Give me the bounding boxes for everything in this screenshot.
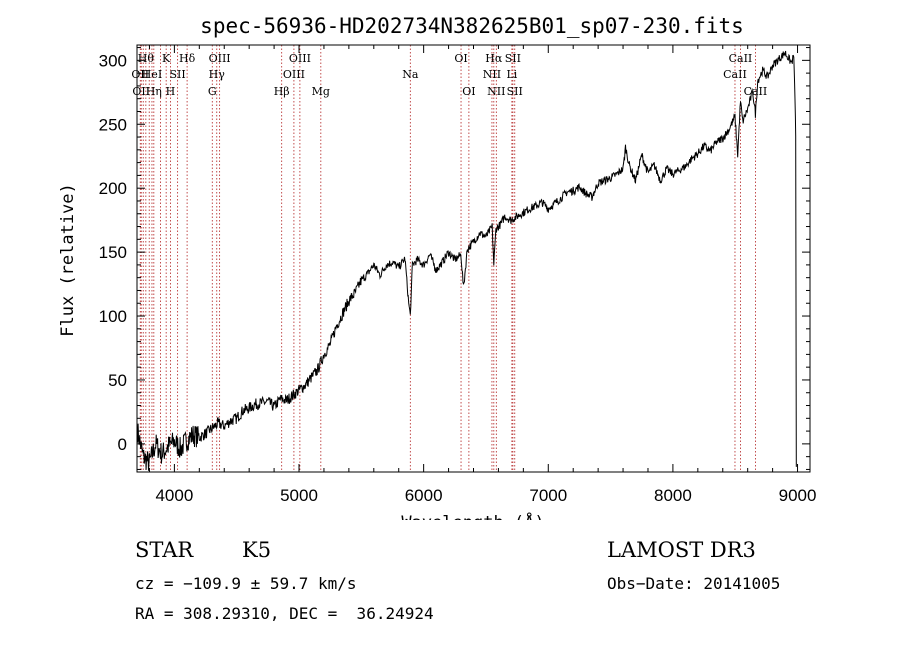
y-tick-label: 250 [99,115,127,134]
line-label: OIII [209,52,231,65]
x-axis-ticks: 4000 5000 6000 7000 8000 9000 [148,45,817,505]
object-type: STAR [135,538,194,562]
chart-title: spec-56936-HD202734N382625B01_sp07-230.f… [200,14,744,38]
x-tick-label: 9000 [779,486,817,505]
line-label: SII [170,68,186,81]
y-tick-label: 150 [99,243,127,262]
line-label: Hβ [274,85,290,98]
line-label: OI [462,85,475,98]
observation-date: Obs−Date: 20141005 [607,574,781,593]
line-label: NII [487,85,505,98]
line-label: OIII [283,68,305,81]
line-label: Na [402,68,419,81]
line-label: OIII [289,52,311,65]
line-label: CaII [723,68,747,81]
line-label: Hα [485,52,503,65]
x-tick-label: 7000 [529,486,567,505]
plot-frame [136,44,811,473]
y-tick-label: 200 [99,179,127,198]
line-label: CaII [744,85,768,98]
flux-series-line [137,50,797,471]
line-label: G [208,85,217,98]
line-label: CaII [729,52,753,65]
line-label: Hδ [179,52,196,65]
spectrum-chart: spec-56936-HD202734N382625B01_sp07-230.f… [58,14,817,520]
line-label: Hη [146,85,162,98]
survey-name: LAMOST DR3 [607,538,756,562]
line-label: SII [505,52,521,65]
x-tick-label: 8000 [654,486,692,505]
spectral-subclass: K5 [242,538,272,562]
line-label: Li [506,68,517,81]
y-tick-label: 0 [118,435,127,454]
y-tick-label: 300 [99,51,127,70]
line-label: Hγ [209,68,226,81]
x-axis-label: Wavelength (Å) [401,511,544,520]
line-label: OI [454,52,467,65]
line-label: H [166,85,176,98]
spectral-line-markers [139,45,756,472]
line-label: OII [131,68,149,81]
x-tick-label: 6000 [405,486,443,505]
x-tick-label: 5000 [280,486,318,505]
y-axis-label: Flux (relative) [58,183,78,337]
y-tick-label: 50 [108,371,127,390]
line-label: Mg [312,85,330,98]
coordinates: RA = 308.29310, DEC = 36.24924 [135,604,434,623]
y-axis-ticks: 0 50 100 150 200 250 300 [99,47,810,470]
spectral-line-labels: OIIOIIHθHeIHηKHSIIHδGHγOIIIHβOIIIOIIIMgN… [131,52,767,98]
line-label: NII [483,68,501,81]
line-label: K [162,52,171,65]
line-label: SII [507,85,523,98]
x-tick-label: 4000 [155,486,193,505]
line-label: HeI [142,68,162,81]
redshift-velocity: cz = −109.9 ± 59.7 km/s [135,574,357,593]
line-label: Hθ [138,52,155,65]
y-tick-label: 100 [99,307,127,326]
